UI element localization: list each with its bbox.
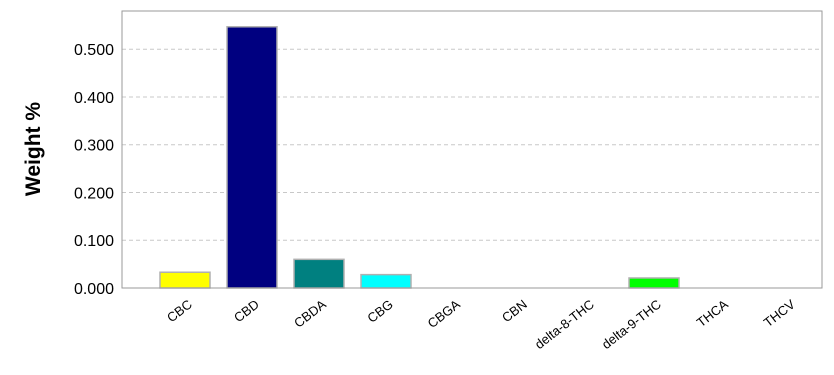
plot-frame [121, 10, 823, 289]
x-tick-label: delta-9-THC [599, 297, 664, 352]
x-tick-label: delta-8-THC [532, 297, 597, 352]
y-tick-labels: 0.000 0.100 0.200 0.300 0.400 0.500 [74, 42, 114, 298]
x-tick-label: THCV [761, 296, 798, 330]
y-tick-label: 0.500 [74, 42, 114, 59]
x-tick-label: THCA [694, 296, 731, 330]
bar-cbd [226, 26, 278, 289]
y-axis-title: Weight % [22, 102, 45, 196]
y-tick-label: 0.100 [74, 233, 114, 250]
gridlines [122, 48, 822, 241]
bar-cbda [293, 258, 345, 289]
x-tick-label: CBG [364, 297, 395, 326]
bar-cbc [159, 271, 211, 289]
y-tick-label: 0.000 [74, 281, 114, 298]
y-tick-label: 0.400 [74, 90, 114, 107]
y-tick-label: 0.200 [74, 185, 114, 202]
x-tick-label: CBDA [291, 296, 329, 330]
bars [159, 26, 680, 289]
x-tick-label: CBGA [425, 296, 464, 331]
x-tick-label: CBC [164, 297, 195, 326]
x-tick-label: CBN [499, 297, 530, 326]
x-tick-labels: CBC CBD CBDA CBG CBGA CBN delta-8-THC delta-9-T… [164, 296, 798, 352]
x-tick-label: CBD [231, 297, 262, 326]
bar-cbg [360, 273, 412, 289]
y-tick-label: 0.300 [74, 138, 114, 155]
bar-delta-9-thc [628, 277, 680, 289]
